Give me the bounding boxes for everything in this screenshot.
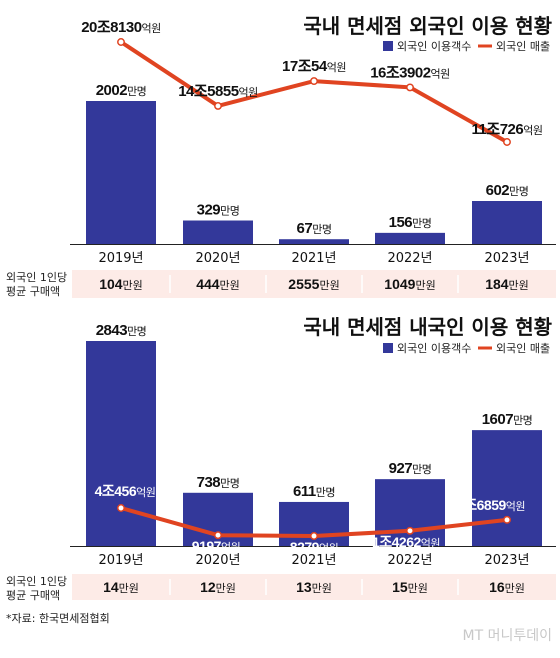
sales-value-label: 17조54억원 [282,58,346,75]
sales-value-label: 2조6859억원 [457,497,525,513]
sales-point [117,504,125,512]
sales-value-label: 14조5855억원 [178,83,258,100]
per-person-row-bg [72,574,556,600]
per-person-row-bg [72,270,556,298]
sales-point [406,526,414,535]
sales-point [214,101,222,110]
legend-line-label: 외국인 매출 [496,342,550,355]
per-person-value: 14만원 [103,579,139,595]
per-person-value: 1049만원 [384,276,435,292]
sales-value-label: 16조3902억원 [370,64,450,81]
per-person-value: 184만원 [485,276,529,292]
per-person-row-label: 외국인 1인당 [6,575,67,588]
bar-value-label: 2843만명 [96,322,147,339]
per-person-value: 12만원 [200,579,236,595]
per-person-value: 2555만원 [288,276,339,292]
bar-value-label: 329만명 [197,202,240,219]
bar-2019년 [86,101,156,244]
sales-point [310,532,318,540]
bar-value-label: 927만명 [389,460,432,477]
per-person-value: 15만원 [392,579,428,595]
chart-title-domestic: 국내 면세점 내국인 이용 현황 [303,315,552,339]
bar-2022년 [375,232,445,244]
per-person-row-label: 평균 구매액 [6,285,60,298]
watermark-logo: MT 머니투데이 [463,628,552,644]
sales-point [214,531,222,540]
bar-2020년 [183,220,253,244]
x-tick-label: 2023년 [484,553,529,568]
per-person-value: 16만원 [489,579,525,595]
x-tick-label: 2019년 [98,251,143,266]
legend-bar-label: 외국인 이용객수 [397,40,471,53]
x-tick-label: 2021년 [291,251,336,266]
per-person-value: 13만원 [296,579,332,595]
sales-value-label: 4조456억원 [95,483,156,499]
bar-value-label: 602만명 [486,182,529,199]
sales-point [310,77,318,86]
sales-point [503,138,511,146]
bar-value-label: 1607만명 [482,411,533,428]
sales-value-label: 20조8130억원 [81,19,161,36]
bar-2023년 [472,430,542,546]
sales-value-label: 1조4262억원 [372,534,440,550]
sales-value-label: 9197억원 [192,538,240,554]
bar-value-label: 156만명 [389,214,432,231]
per-person-value: 444만원 [196,276,240,292]
bar-value-label: 611만명 [293,483,335,500]
x-tick-label: 2021년 [291,553,336,568]
legend-bar-swatch [383,41,393,51]
sales-value-label: 8279억원 [290,539,338,555]
x-tick-label: 2022년 [387,553,432,568]
chart-title-foreign: 국내 면세점 외국인 이용 현황 [303,14,552,38]
bar-2023년 [472,201,542,244]
x-tick-label: 2022년 [387,251,432,266]
bar-value-label: 738만명 [197,474,240,491]
bar-2022년 [375,479,445,546]
legend-line-label: 외국인 매출 [496,40,550,53]
x-tick-label: 2020년 [195,553,240,568]
source-note: *자료: 한국면세점협회 [6,612,110,625]
sales-point [406,83,414,92]
x-tick-label: 2023년 [484,251,529,266]
sales-point [503,515,511,524]
bar-value-label: 2002만명 [96,82,147,99]
x-tick-label: 2020년 [195,251,240,266]
legend-bar-swatch [383,343,393,353]
bar-2021년 [279,239,349,244]
per-person-value: 104만원 [99,276,143,292]
sales-point [117,38,125,46]
bar-value-label: 67만명 [297,220,332,237]
x-tick-label: 2019년 [98,553,143,568]
legend-bar-label: 외국인 이용객수 [397,342,471,355]
per-person-row-label: 평균 구매액 [6,589,60,602]
sales-value-label: 11조726억원 [472,121,543,138]
per-person-row-label: 외국인 1인당 [6,271,67,284]
